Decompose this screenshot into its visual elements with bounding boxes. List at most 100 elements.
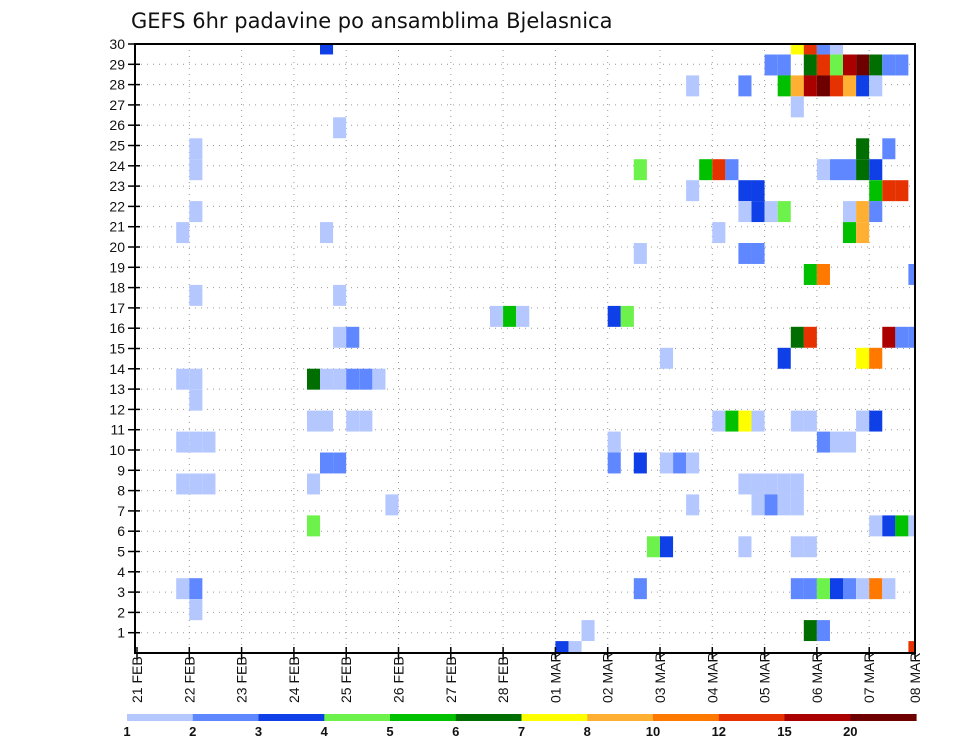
heatmap-cell bbox=[803, 578, 817, 600]
heatmap-cell bbox=[320, 44, 334, 55]
heatmap-cell bbox=[189, 473, 203, 495]
x-tick-label: 01 MAR bbox=[547, 652, 563, 703]
heatmap-cell bbox=[895, 326, 909, 348]
heatmap-cell bbox=[738, 536, 752, 558]
heatmap-cell bbox=[189, 368, 203, 390]
heatmap-cell bbox=[777, 473, 791, 495]
y-tick-label: 16 bbox=[109, 320, 125, 336]
heatmap-cell bbox=[686, 75, 700, 97]
colorbar-swatch bbox=[258, 714, 325, 721]
heatmap-cell bbox=[503, 305, 517, 327]
heatmap-cells bbox=[176, 44, 915, 653]
y-tick-label: 9 bbox=[117, 462, 125, 478]
heatmap-cell bbox=[777, 494, 791, 516]
heatmap-cell bbox=[790, 536, 804, 558]
colorbar-label: 20 bbox=[843, 724, 857, 739]
heatmap-cell bbox=[856, 54, 870, 76]
colorbar-label: 1 bbox=[123, 724, 130, 739]
heatmap-cell bbox=[176, 578, 190, 600]
colorbar-label: 8 bbox=[584, 724, 591, 739]
x-tick-label: 02 MAR bbox=[600, 652, 616, 703]
heatmap-cell bbox=[856, 75, 870, 97]
heatmap-cell bbox=[830, 159, 844, 181]
x-tick-label: 24 FEB bbox=[286, 656, 302, 703]
heatmap-cell bbox=[882, 180, 896, 202]
heatmap-cell bbox=[869, 159, 883, 181]
heatmap-cell bbox=[307, 473, 321, 495]
x-tick-label: 06 MAR bbox=[809, 652, 825, 703]
colorbar-label: 6 bbox=[452, 724, 459, 739]
heatmap-cell bbox=[764, 54, 778, 76]
heatmap-cell bbox=[777, 54, 791, 76]
colorbar-label: 2 bbox=[189, 724, 196, 739]
y-tick-label: 4 bbox=[117, 564, 125, 580]
heatmap-cell bbox=[869, 201, 883, 223]
y-tick-label: 2 bbox=[117, 604, 125, 620]
heatmap-cell bbox=[673, 452, 687, 474]
heatmap-cell bbox=[816, 54, 830, 76]
heatmap-cell bbox=[856, 410, 870, 432]
colorbar-label: 5 bbox=[386, 724, 393, 739]
heatmap-cell bbox=[202, 431, 216, 453]
heatmap-cell bbox=[803, 44, 817, 55]
x-tick-label: 28 FEB bbox=[495, 656, 511, 703]
heatmap-cell bbox=[320, 368, 334, 390]
heatmap-cell bbox=[516, 305, 530, 327]
heatmap-cell bbox=[803, 620, 817, 642]
heatmap-cell bbox=[189, 389, 203, 411]
heatmap-cell bbox=[176, 473, 190, 495]
colorbar-swatch bbox=[784, 714, 851, 721]
colorbar-swatch bbox=[390, 714, 457, 721]
heatmap-cell bbox=[686, 452, 700, 474]
x-tick-label: 25 FEB bbox=[338, 656, 354, 703]
heatmap-cell bbox=[346, 368, 360, 390]
heatmap-cell bbox=[176, 368, 190, 390]
y-tick-label: 17 bbox=[109, 300, 125, 316]
heatmap-cell bbox=[869, 75, 883, 97]
heatmap-cell bbox=[790, 578, 804, 600]
heatmap-cell bbox=[359, 410, 373, 432]
colorbar-swatch bbox=[521, 714, 588, 721]
colorbar: 1 2 3 4 5 6 7 8 10 12 15 20 bbox=[123, 714, 917, 739]
colorbar-swatch bbox=[192, 714, 260, 721]
heatmap-cell bbox=[333, 368, 347, 390]
heatmap-cell bbox=[346, 410, 360, 432]
x-tick-label: 07 MAR bbox=[861, 652, 877, 703]
heatmap-cell bbox=[869, 54, 883, 76]
heatmap-cell bbox=[816, 578, 830, 600]
heatmap-cell bbox=[803, 536, 817, 558]
y-tick-label: 26 bbox=[109, 117, 125, 133]
heatmap-cell bbox=[202, 473, 216, 495]
heatmap-cell bbox=[359, 368, 373, 390]
heatmap-cell bbox=[189, 599, 203, 621]
x-tick-label: 03 MAR bbox=[652, 652, 668, 703]
heatmap-cell bbox=[908, 264, 915, 285]
heatmap-cell bbox=[490, 305, 504, 327]
heatmap-cell bbox=[320, 410, 334, 432]
y-tick-label: 6 bbox=[117, 523, 125, 539]
heatmap-cell bbox=[830, 44, 844, 55]
y-tick-label: 14 bbox=[109, 361, 125, 377]
heatmap-cell bbox=[816, 431, 830, 453]
heatmap-cell bbox=[712, 410, 726, 432]
heatmap-cell bbox=[189, 284, 203, 306]
heatmap-cell bbox=[333, 452, 347, 474]
y-tick-label: 5 bbox=[117, 544, 125, 560]
heatmap-cell bbox=[660, 452, 674, 474]
heatmap-cell bbox=[856, 159, 870, 181]
heatmap-cell bbox=[307, 515, 321, 537]
heatmap-cell bbox=[686, 494, 700, 516]
heatmap-cell bbox=[882, 138, 896, 160]
heatmap-cell bbox=[895, 54, 909, 76]
heatmap-cell bbox=[803, 410, 817, 432]
heatmap-cell bbox=[803, 264, 817, 285]
heatmap-cell bbox=[646, 536, 660, 558]
chart-title: GEFS 6hr padavine po ansamblima Bjelasni… bbox=[131, 9, 612, 33]
colorbar-label: 10 bbox=[646, 724, 660, 739]
heatmap-cell bbox=[738, 243, 752, 264]
heatmap-cell bbox=[607, 452, 621, 474]
heatmap-cell bbox=[372, 368, 386, 390]
heatmap-cell bbox=[843, 578, 857, 600]
heatmap-cell bbox=[320, 222, 334, 244]
heatmap-cell bbox=[816, 620, 830, 642]
